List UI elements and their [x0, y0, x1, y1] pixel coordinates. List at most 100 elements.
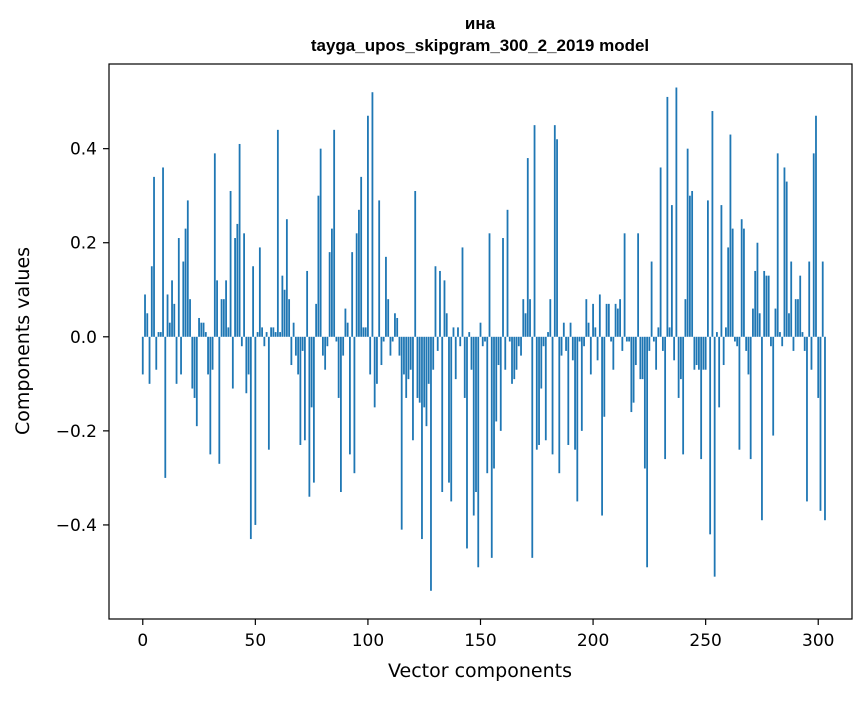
bar-253: [711, 111, 714, 337]
bar-67: [292, 322, 295, 337]
bar-0: [141, 336, 144, 375]
bar-214: [623, 233, 626, 337]
bar-1: [144, 294, 146, 337]
bar-24: [195, 336, 198, 427]
bar-260: [727, 247, 730, 337]
bar-246: [695, 336, 698, 366]
bar-257: [720, 205, 723, 337]
bar-268: [745, 336, 748, 351]
bar-161: [504, 336, 507, 370]
bar-76: [312, 336, 315, 483]
bar-26: [200, 322, 203, 337]
bar-146: [470, 336, 473, 370]
bar-200: [592, 303, 594, 337]
bar-254: [713, 336, 716, 577]
bar-182: [551, 336, 554, 455]
bar-130: [434, 266, 437, 337]
bar-13: [171, 280, 173, 337]
bar-61: [279, 332, 282, 337]
bar-239: [679, 336, 682, 380]
bar-210: [614, 303, 617, 337]
plot-frame: [108, 63, 853, 620]
bar-87: [337, 336, 340, 398]
bar-248: [700, 336, 703, 460]
bar-150: [479, 322, 482, 337]
bar-11: [166, 294, 169, 337]
bar-60: [276, 129, 279, 337]
bar-152: [484, 336, 486, 342]
bar-66: [290, 336, 293, 366]
bar-119: [409, 336, 412, 370]
bar-220: [637, 233, 640, 337]
bar-117: [405, 336, 408, 398]
bar-12: [168, 322, 171, 337]
bar-175: [535, 336, 538, 450]
bar-224: [646, 336, 649, 568]
bar-64: [285, 219, 288, 337]
bar-242: [686, 148, 689, 337]
x-tick-label: 200: [577, 631, 609, 651]
bar-215: [625, 336, 628, 342]
bar-101: [369, 336, 372, 375]
bar-63: [283, 289, 286, 337]
bar-276: [763, 270, 766, 337]
bar-196: [583, 336, 585, 347]
bar-72: [303, 336, 306, 441]
bar-90: [344, 308, 347, 337]
bar-91: [346, 322, 349, 337]
x-tick-label: 300: [802, 631, 834, 651]
bar-233: [666, 96, 669, 337]
bar-110: [389, 336, 392, 356]
bar-69: [297, 336, 300, 375]
bar-207: [607, 303, 610, 337]
bar-10: [164, 336, 167, 478]
bar-274: [758, 313, 761, 337]
bar-126: [425, 336, 428, 427]
bar-31: [211, 336, 214, 370]
bar-7: [157, 332, 160, 337]
bar-138: [452, 327, 455, 337]
bar-40: [231, 336, 234, 389]
x-tick-label: 0: [137, 631, 148, 651]
bar-4: [150, 266, 153, 337]
bar-25: [198, 317, 200, 337]
bar-279: [770, 336, 772, 347]
bar-238: [677, 336, 680, 398]
bar-258: [722, 336, 725, 366]
bar-3: [148, 336, 151, 384]
bars-layer: [141, 87, 826, 591]
bar-297: [810, 336, 813, 370]
bar-203: [598, 294, 601, 337]
bar-289: [792, 336, 795, 351]
bar-111: [391, 336, 394, 342]
bar-158: [497, 336, 500, 366]
bar-149: [477, 336, 480, 568]
bar-219: [634, 336, 637, 366]
bar-46: [245, 336, 248, 394]
bar-284: [781, 336, 784, 347]
bar-51: [256, 332, 259, 337]
bar-187: [562, 322, 565, 337]
bar-272: [754, 270, 757, 337]
bar-107: [382, 336, 385, 342]
bar-124: [421, 336, 423, 540]
bar-283: [779, 332, 781, 337]
bar-286: [785, 181, 788, 337]
bar-57: [270, 327, 273, 337]
bar-240: [682, 336, 685, 455]
bar-256: [718, 336, 721, 408]
bar-186: [560, 336, 563, 356]
bar-168: [520, 336, 522, 356]
bar-120: [412, 336, 414, 441]
bar-28: [204, 332, 207, 337]
bar-153: [486, 336, 489, 474]
x-tick-label: 150: [464, 631, 496, 651]
bar-204: [601, 336, 603, 516]
bar-229: [657, 327, 660, 337]
bar-252: [709, 336, 712, 535]
bar-125: [423, 336, 426, 408]
bar-174: [533, 125, 536, 337]
bar-287: [788, 313, 790, 337]
bar-282: [776, 153, 779, 337]
bar-262: [731, 228, 734, 337]
